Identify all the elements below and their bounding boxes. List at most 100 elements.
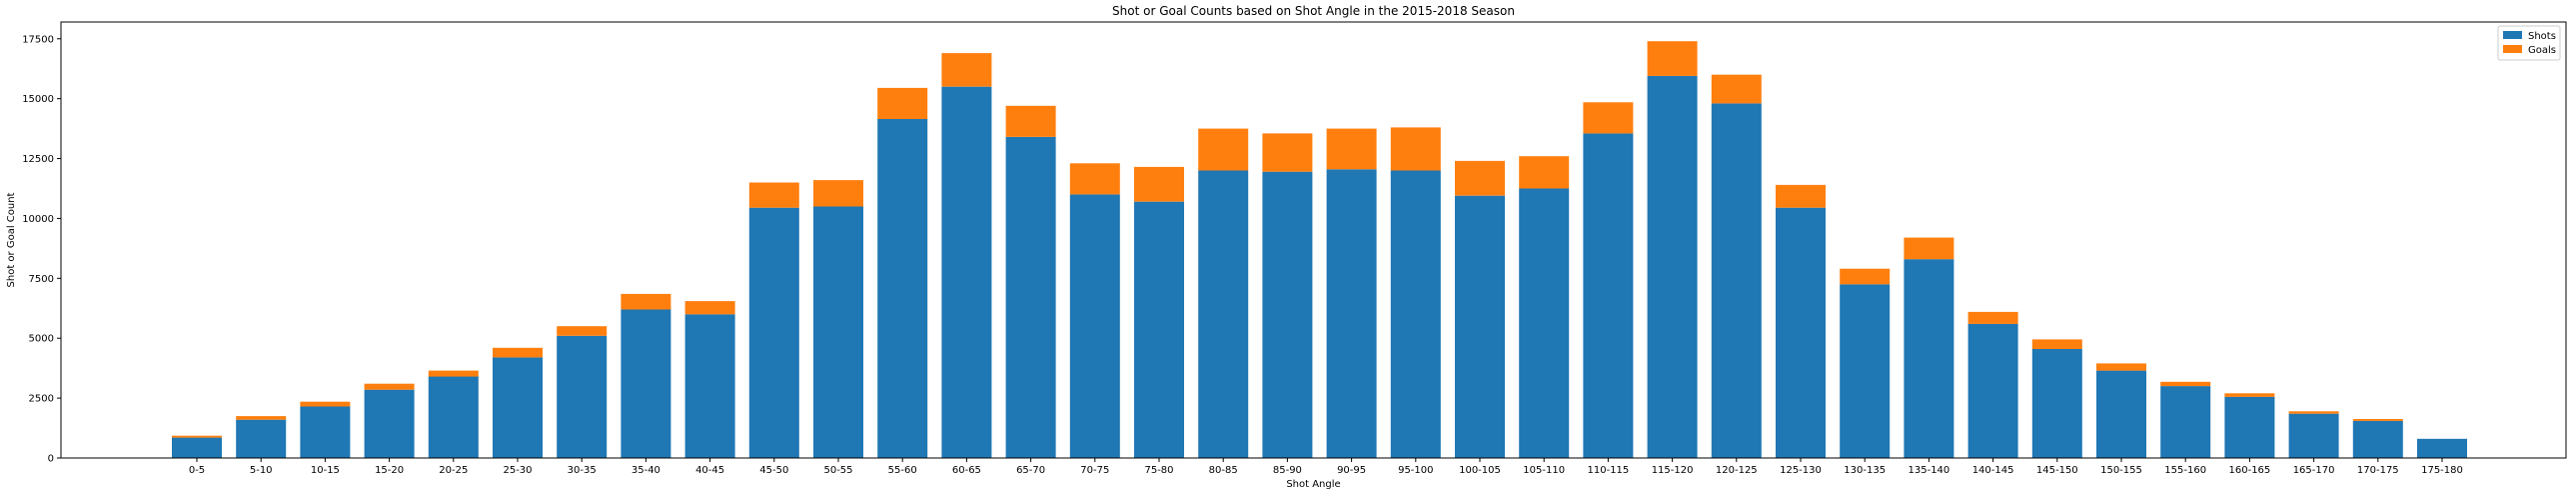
y-tick-label: 2500 xyxy=(29,394,54,405)
bar-shots-115-120 xyxy=(1647,75,1698,459)
legend-label-shots: Shots xyxy=(2528,31,2556,42)
y-tick-label: 15000 xyxy=(22,94,54,105)
x-tick-label: 70-75 xyxy=(1080,465,1109,476)
x-tick-label: 110-115 xyxy=(1588,465,1630,476)
bar-goals-0-5 xyxy=(172,435,222,438)
x-tick-label: 120-125 xyxy=(1716,465,1758,476)
x-tick-label: 145-150 xyxy=(2036,465,2078,476)
x-tick-label: 150-155 xyxy=(2100,465,2142,476)
x-tick-label: 85-90 xyxy=(1273,465,1302,476)
bar-goals-95-100 xyxy=(1390,127,1441,171)
bar-shots-30-35 xyxy=(557,335,608,458)
x-tick-label: 115-120 xyxy=(1652,465,1694,476)
x-tick-label: 40-45 xyxy=(695,465,724,476)
bar-shots-15-20 xyxy=(364,389,415,458)
x-tick-label: 125-130 xyxy=(1780,465,1822,476)
bar-shots-150-155 xyxy=(2096,370,2146,458)
bar-shots-140-145 xyxy=(1967,323,2018,458)
bar-goals-140-145 xyxy=(1967,311,2018,324)
x-tick-label: 10-15 xyxy=(311,465,340,476)
bar-shots-170-175 xyxy=(2352,420,2403,458)
bar-shots-145-150 xyxy=(2031,349,2082,458)
x-tick-label: 165-170 xyxy=(2293,465,2335,476)
bar-goals-130-135 xyxy=(1840,268,1891,285)
bar-shots-125-130 xyxy=(1776,207,1826,458)
bar-shots-35-40 xyxy=(621,309,671,458)
bar-goals-80-85 xyxy=(1198,128,1249,171)
legend: Shots Goals xyxy=(2497,25,2561,61)
bar-shots-25-30 xyxy=(493,357,543,458)
x-tick-label: 140-145 xyxy=(1972,465,2014,476)
x-tick-label: 65-70 xyxy=(1016,465,1045,476)
bar-goals-55-60 xyxy=(877,87,928,119)
x-tick-label: 25-30 xyxy=(503,465,532,476)
x-tick-label: 135-140 xyxy=(1909,465,1950,476)
bar-shots-175-180 xyxy=(2417,438,2467,458)
bar-shots-110-115 xyxy=(1583,133,1634,458)
bar-shots-5-10 xyxy=(236,419,287,458)
bar-goals-105-110 xyxy=(1519,156,1570,189)
bar-shots-40-45 xyxy=(684,314,735,458)
x-tick-label: 0-5 xyxy=(189,465,205,476)
y-tick-label: 17500 xyxy=(22,34,54,45)
bar-goals-45-50 xyxy=(748,182,799,208)
bar-shots-85-90 xyxy=(1262,171,1313,458)
bar-goals-50-55 xyxy=(813,180,863,207)
bar-goals-35-40 xyxy=(621,293,671,310)
bars-layer xyxy=(172,41,2467,459)
y-tick-label: 10000 xyxy=(22,214,54,225)
x-tick-label: 5-10 xyxy=(250,465,273,476)
bar-goals-135-140 xyxy=(1904,237,1954,260)
bar-goals-15-20 xyxy=(364,383,415,390)
bar-goals-85-90 xyxy=(1262,133,1313,172)
x-tick-label: 30-35 xyxy=(568,465,597,476)
bar-goals-110-115 xyxy=(1583,102,1634,134)
bar-shots-100-105 xyxy=(1455,195,1505,458)
x-tick-label: 60-65 xyxy=(952,465,981,476)
bar-goals-65-70 xyxy=(1005,105,1056,137)
bar-shots-135-140 xyxy=(1904,259,1954,458)
x-tick-label: 75-80 xyxy=(1144,465,1173,476)
bar-shots-155-160 xyxy=(2160,386,2211,458)
x-tick-label: 95-100 xyxy=(1398,465,1433,476)
bar-goals-120-125 xyxy=(1711,74,1762,104)
bar-shots-75-80 xyxy=(1134,201,1184,458)
x-tick-label: 90-95 xyxy=(1337,465,1366,476)
x-axis-label: Shot Angle xyxy=(1286,479,1340,490)
x-tick-label: 175-180 xyxy=(2421,465,2463,476)
x-tick-label: 105-110 xyxy=(1523,465,1565,476)
bar-shots-165-170 xyxy=(2288,413,2339,458)
x-tick-label: 100-105 xyxy=(1459,465,1501,476)
bar-shots-70-75 xyxy=(1069,194,1120,458)
bar-shots-65-70 xyxy=(1005,137,1056,458)
bar-goals-20-25 xyxy=(428,370,479,377)
y-axis-label: Shot or Goal Count xyxy=(6,192,17,287)
bar-goals-100-105 xyxy=(1455,160,1505,196)
bar-goals-40-45 xyxy=(684,301,735,315)
bar-shots-120-125 xyxy=(1711,103,1762,458)
x-tick-label: 130-135 xyxy=(1844,465,1886,476)
x-tick-label: 50-55 xyxy=(823,465,852,476)
bar-shots-10-15 xyxy=(300,406,351,458)
x-tick-label: 170-175 xyxy=(2357,465,2399,476)
x-tick-label: 35-40 xyxy=(632,465,660,476)
y-tick-label: 0 xyxy=(48,454,54,465)
y-tick-label: 7500 xyxy=(29,274,54,285)
bar-goals-25-30 xyxy=(493,347,543,358)
x-tick-label: 155-160 xyxy=(2164,465,2206,476)
bar-shots-45-50 xyxy=(748,207,799,458)
y-tick-label: 5000 xyxy=(29,334,54,345)
bar-shots-80-85 xyxy=(1198,170,1249,458)
x-tick-label: 20-25 xyxy=(439,465,468,476)
x-tick-label: 15-20 xyxy=(375,465,404,476)
bar-goals-160-165 xyxy=(2224,393,2275,397)
legend-swatch-goals xyxy=(2503,45,2522,53)
bar-goals-10-15 xyxy=(300,401,351,407)
bar-goals-125-130 xyxy=(1776,184,1826,208)
bar-shots-95-100 xyxy=(1390,170,1441,458)
bar-goals-90-95 xyxy=(1326,128,1377,170)
bar-shots-20-25 xyxy=(428,376,479,458)
y-ticks: 0 2500 5000 7500 10000 12500 15000 17500 xyxy=(22,34,61,465)
